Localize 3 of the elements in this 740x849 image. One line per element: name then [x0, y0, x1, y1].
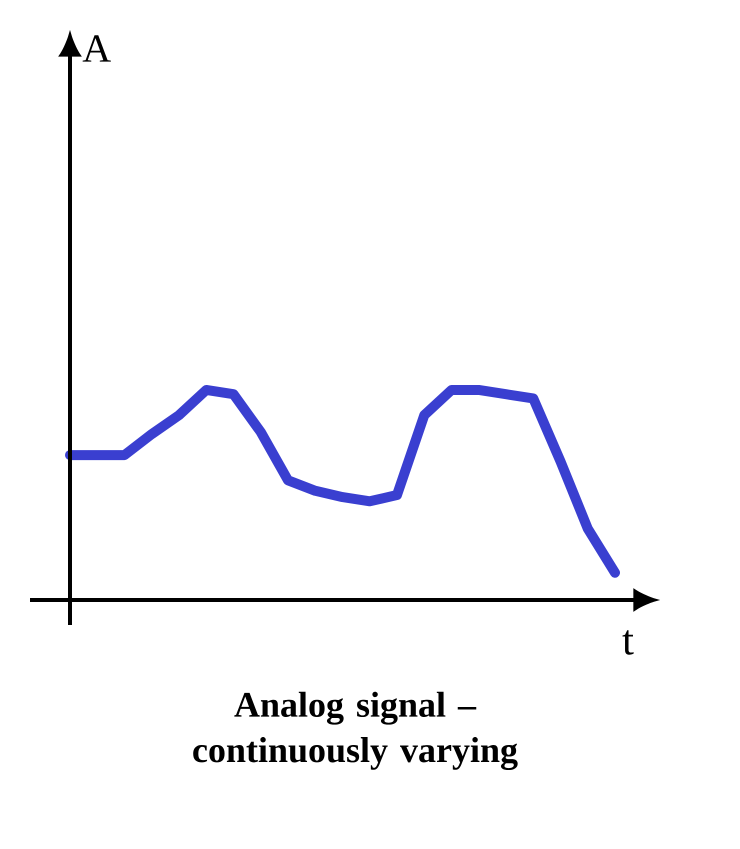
text: A	[82, 35, 111, 62]
x-axis-title: t	[622, 630, 634, 655]
text: Analog signal – continuously varying	[193, 692, 518, 770]
